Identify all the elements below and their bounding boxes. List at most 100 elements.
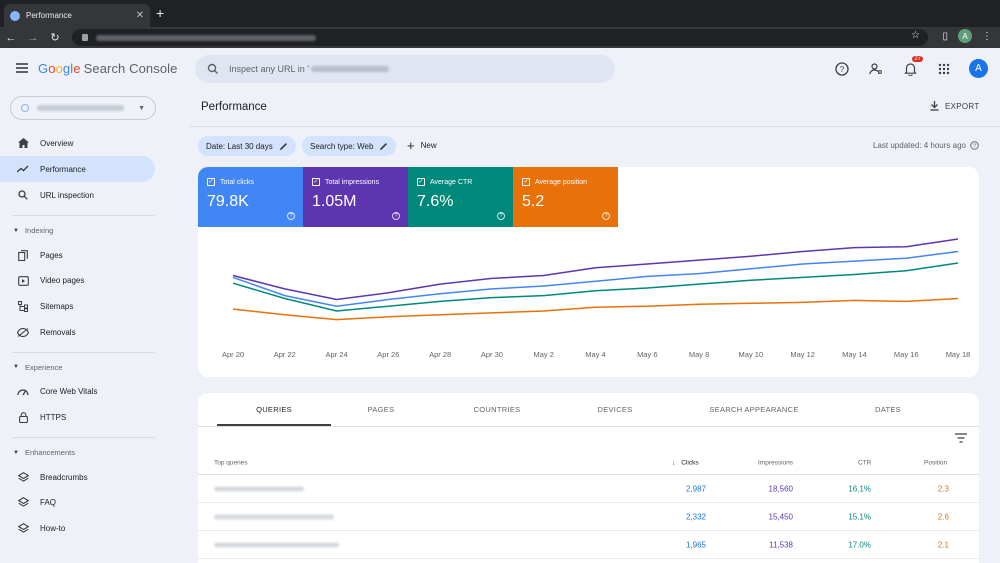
help-circle-icon[interactable]: ? <box>392 212 400 220</box>
menu-icon[interactable] <box>16 63 28 73</box>
lock-icon <box>17 412 29 424</box>
checkbox-checked-icon[interactable]: ✓ <box>417 178 425 186</box>
x-tick-label: Apr 26 <box>377 350 399 359</box>
forward-icon[interactable]: → <box>27 31 39 44</box>
metric-tile-average-position[interactable]: ✓ Average position 5.2? <box>513 167 618 227</box>
help-circle-icon[interactable]: ? <box>602 212 610 220</box>
sidebar-item-core-web-vitals[interactable]: Core Web Vitals <box>0 379 155 405</box>
back-icon[interactable]: ← <box>5 31 17 44</box>
help-circle-icon[interactable]: ? <box>970 141 979 150</box>
download-icon <box>930 101 939 111</box>
sidebar-item-breadcrumbs[interactable]: Breadcrumbs <box>0 464 155 490</box>
omnibox[interactable]: ☆ <box>72 29 928 46</box>
manage-users-icon[interactable] <box>867 60 885 78</box>
checkbox-checked-icon[interactable]: ✓ <box>522 178 530 186</box>
chrome-profile-avatar[interactable]: A <box>958 29 972 43</box>
browser-tab[interactable]: Performance ✕ <box>4 4 150 27</box>
sidebar-item-overview[interactable]: Overview <box>0 130 155 156</box>
chrome-menu-icon[interactable]: ⋮ <box>982 30 992 42</box>
property-selector[interactable]: ▼ <box>10 96 156 120</box>
tab-queries[interactable]: QUERIES <box>256 405 292 414</box>
sidebar-item-url-inspection[interactable]: URL inspection <box>0 182 155 208</box>
cell-ctr: 16.1% <box>848 484 871 493</box>
bookmark-star-icon[interactable]: ☆ <box>911 30 920 41</box>
tab-pages[interactable]: PAGES <box>367 405 395 414</box>
pages-icon <box>17 249 29 261</box>
new-tab-button[interactable]: + <box>156 5 165 21</box>
sidebar-item-pages[interactable]: Pages <box>0 242 155 268</box>
date-filter-chip[interactable]: Date: Last 30 days <box>198 136 296 156</box>
x-tick-label: Apr 28 <box>429 350 451 359</box>
series-line-average-ctr <box>232 262 959 312</box>
apps-grid-icon[interactable] <box>935 60 953 78</box>
search-type-chip[interactable]: Search type: Web <box>302 136 397 156</box>
date-filter-label: Date: Last 30 days <box>206 141 273 151</box>
sidebar-item-how-to[interactable]: How-to <box>0 516 155 542</box>
sidebar-item-performance[interactable]: Performance <box>0 156 155 182</box>
query-text-blurred[interactable] <box>214 514 334 519</box>
tab-countries[interactable]: COUNTRIES <box>473 405 521 414</box>
col-header-clicks[interactable]: ↓ Clicks <box>672 459 699 466</box>
sidebar-item-sitemaps[interactable]: Sitemaps <box>0 293 155 319</box>
cell-clicks: 2,332 <box>685 512 706 521</box>
x-tick-label: May 14 <box>842 350 867 359</box>
table-row[interactable]: 2,987 18,560 16.1% 2.3 <box>198 475 979 503</box>
checkbox-checked-icon[interactable]: ✓ <box>312 178 320 186</box>
sidebar-section-enhancements[interactable]: ▼ Enhancements <box>13 448 75 457</box>
metric-tile-total-impressions[interactable]: ✓ Total impressions 1.05M? <box>303 167 408 227</box>
metric-tile-total-clicks[interactable]: ✓ Total clicks 79.8K? <box>198 167 303 227</box>
side-panel-icon[interactable]: ▯ <box>942 30 948 42</box>
search-console-logo[interactable]: Google Search Console <box>38 61 178 76</box>
notifications-icon[interactable]: 27 <box>901 55 923 78</box>
query-text-blurred[interactable] <box>214 486 304 491</box>
sidebar-item-video-pages[interactable]: Video pages <box>0 268 155 294</box>
header-divider <box>190 126 1000 127</box>
page-title: Performance <box>201 101 267 113</box>
sidebar-section-experience[interactable]: ▼ Experience <box>13 363 62 372</box>
edit-pencil-icon <box>279 142 287 150</box>
metric-tile-average-ctr[interactable]: ✓ Average CTR 7.6%? <box>408 167 513 227</box>
layers-icon <box>17 497 29 509</box>
active-tab-indicator <box>217 424 331 426</box>
new-filter-label: New <box>420 141 437 150</box>
x-tick-label: May 18 <box>946 350 971 359</box>
property-globe-icon <box>21 104 29 112</box>
metric-label-row: ✓ Average position <box>522 178 610 186</box>
tab-search-appearance[interactable]: SEARCH APPEARANCE <box>709 405 799 414</box>
collapse-triangle-icon: ▼ <box>13 449 19 456</box>
sidebar-divider <box>12 351 155 353</box>
sidebar-item-label: HTTPS <box>40 413 67 422</box>
help-circle-icon[interactable]: ? <box>497 212 505 220</box>
table-row[interactable]: 1,965 11,538 17.0% 2.1 <box>198 531 979 559</box>
export-button[interactable]: EXPORT <box>930 101 980 111</box>
tab-close-icon[interactable]: ✕ <box>135 10 144 21</box>
help-circle-icon[interactable]: ? <box>287 212 295 220</box>
x-tick-label: Apr 30 <box>481 350 503 359</box>
query-text-blurred[interactable] <box>214 542 339 547</box>
sidebar-item-faq[interactable]: FAQ <box>0 490 155 516</box>
tab-dates[interactable]: DATES <box>875 405 901 414</box>
sidebar-item-removals[interactable]: Removals <box>0 319 155 345</box>
sidebar-item-label: FAQ <box>40 498 57 508</box>
x-tick-label: May 16 <box>894 350 919 359</box>
checkbox-checked-icon[interactable]: ✓ <box>207 178 215 186</box>
brand-letter: g <box>62 61 71 76</box>
col-header-position[interactable]: Position <box>924 459 948 466</box>
col-header-impressions[interactable]: Impressions <box>758 459 794 466</box>
metric-label-row: ✓ Average CTR <box>417 178 505 186</box>
help-icon[interactable]: ? <box>833 60 851 78</box>
new-filter-button[interactable]: + New <box>407 138 437 153</box>
account-avatar[interactable]: A <box>969 59 988 78</box>
tab-devices[interactable]: DEVICES <box>597 405 633 414</box>
col-header-query[interactable]: Top queries <box>214 459 248 466</box>
filter-icon[interactable] <box>955 433 967 443</box>
search-input[interactable]: Inspect any URL in ' <box>195 55 615 83</box>
sidebar-item-https[interactable]: HTTPS <box>0 405 155 431</box>
table-row[interactable]: 2,332 15,450 15.1% 2.6 <box>198 503 979 531</box>
reload-icon[interactable]: ↻ <box>50 32 60 44</box>
col-header-ctr[interactable]: CTR <box>858 459 872 466</box>
lock-icon <box>82 34 88 41</box>
cell-position: 2.1 <box>937 540 949 549</box>
sidebar-section-indexing[interactable]: ▼ Indexing <box>13 226 53 235</box>
queries-table-card: QUERIES PAGES COUNTRIES DEVICES SEARCH APPEA… <box>198 393 979 563</box>
